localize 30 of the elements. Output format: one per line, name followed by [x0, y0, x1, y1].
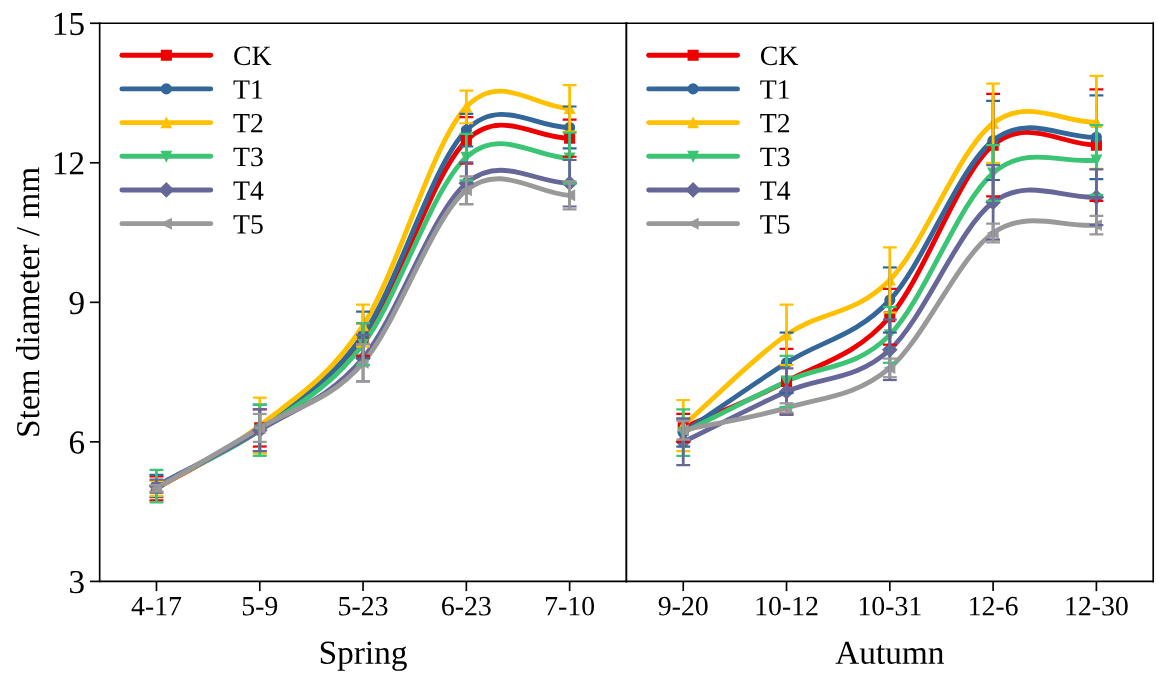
x-tick-label: 5-23 [339, 596, 388, 616]
x-tick-label: 7-10 [546, 596, 595, 616]
x-tick-label: 10-31 [859, 596, 921, 616]
legend-label: T1 [760, 80, 789, 99]
y-tick-label: 3 [70, 570, 84, 594]
legend-label: T2 [760, 113, 790, 133]
x-tick-label: 5-9 [242, 596, 278, 616]
legend-label: T1 [233, 80, 263, 99]
x-axis-title: Spring [320, 641, 407, 671]
legend-label: T5 [233, 215, 263, 234]
x-tick-label: 4-17 [131, 596, 182, 616]
x-tick-label: 12-30 [1066, 596, 1128, 616]
y-tick-label: 12 [54, 152, 84, 175]
legend-label: T5 [760, 215, 790, 234]
y-tick-label: 15 [54, 12, 84, 36]
legend-label: T3 [760, 147, 790, 167]
x-tick-label: 10-12 [756, 596, 818, 616]
y-tick-label: 6 [69, 431, 85, 454]
legend-label: T2 [233, 113, 263, 133]
legend-label: CK [760, 46, 799, 66]
legend-label: CK [234, 46, 272, 66]
x-axis-title: Autumn [835, 641, 944, 665]
x-tick-label: 6-23 [442, 596, 491, 616]
x-tick-label: 9-20 [658, 596, 708, 616]
legend-label: T4 [760, 181, 791, 200]
y-axis-title: Stem diameter / mm [15, 167, 40, 436]
legend-label: T3 [233, 147, 263, 167]
legend-label: T4 [233, 181, 264, 200]
x-tick-label: 12-6 [970, 596, 1018, 616]
y-tick-label: 9 [69, 291, 84, 315]
